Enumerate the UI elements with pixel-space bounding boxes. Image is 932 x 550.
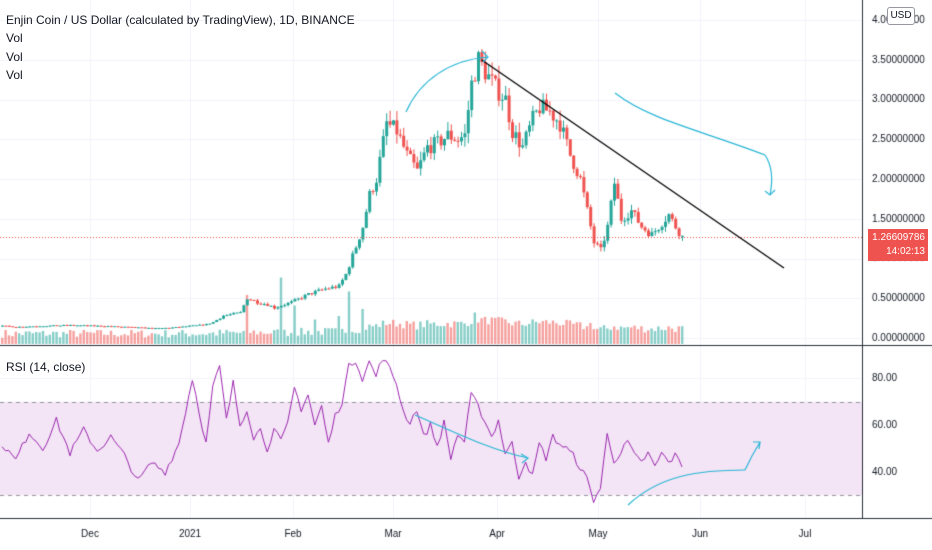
chart-title: Enjin Coin / US Dollar (calculated by Tr… xyxy=(6,13,355,27)
bar-countdown: 14:02:13 xyxy=(886,246,925,257)
volume-legend-1: Vol xyxy=(6,31,23,45)
last-price-value: 1.26609786 xyxy=(872,232,925,243)
volume-legend-3: Vol xyxy=(6,68,23,82)
last-price-tag: 1.26609786 14:02:13 xyxy=(868,229,928,261)
volume-legend-2: Vol xyxy=(6,50,23,64)
rsi-legend: RSI (14, close) xyxy=(6,360,86,374)
currency-badge[interactable]: USD xyxy=(887,7,915,25)
